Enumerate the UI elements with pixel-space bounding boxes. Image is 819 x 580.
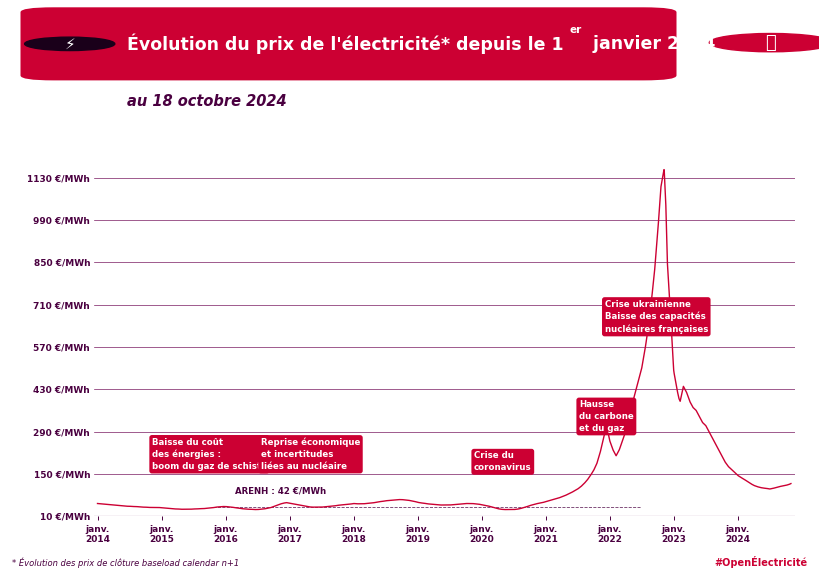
Text: Crise ukrainienne
Baisse des capacités
nucléaires françaises: Crise ukrainienne Baisse des capacités n…	[604, 300, 707, 334]
Circle shape	[25, 37, 115, 50]
Text: Crise du
coronavirus: Crise du coronavirus	[473, 451, 531, 472]
FancyBboxPatch shape	[20, 8, 676, 81]
Text: er: er	[568, 25, 581, 35]
Text: Évolution du prix de l'électricité* depuis le 1: Évolution du prix de l'électricité* depu…	[127, 34, 563, 54]
Text: Reprise économique
et incertitudes
liées au nucléaire: Reprise économique et incertitudes liées…	[260, 438, 360, 471]
Text: 🕐: 🕐	[764, 34, 776, 52]
Text: #OpenÉlectricité: #OpenÉlectricité	[713, 556, 807, 567]
Text: Baisse du coût
des énergies :
boom du gaz de schiste: Baisse du coût des énergies : boom du ga…	[152, 437, 267, 471]
Text: * Évolution des prix de clôture baseload calendar n+1: * Évolution des prix de clôture baseload…	[12, 557, 239, 567]
Circle shape	[708, 34, 819, 52]
Text: janvier 2014: janvier 2014	[586, 35, 715, 53]
Text: ⚡: ⚡	[64, 37, 75, 52]
Text: Hausse
du carbone
et du gaz: Hausse du carbone et du gaz	[578, 400, 633, 433]
Text: au 18 octobre 2024: au 18 octobre 2024	[127, 93, 287, 108]
Text: ARENH : 42 €/MWh: ARENH : 42 €/MWh	[235, 487, 326, 496]
